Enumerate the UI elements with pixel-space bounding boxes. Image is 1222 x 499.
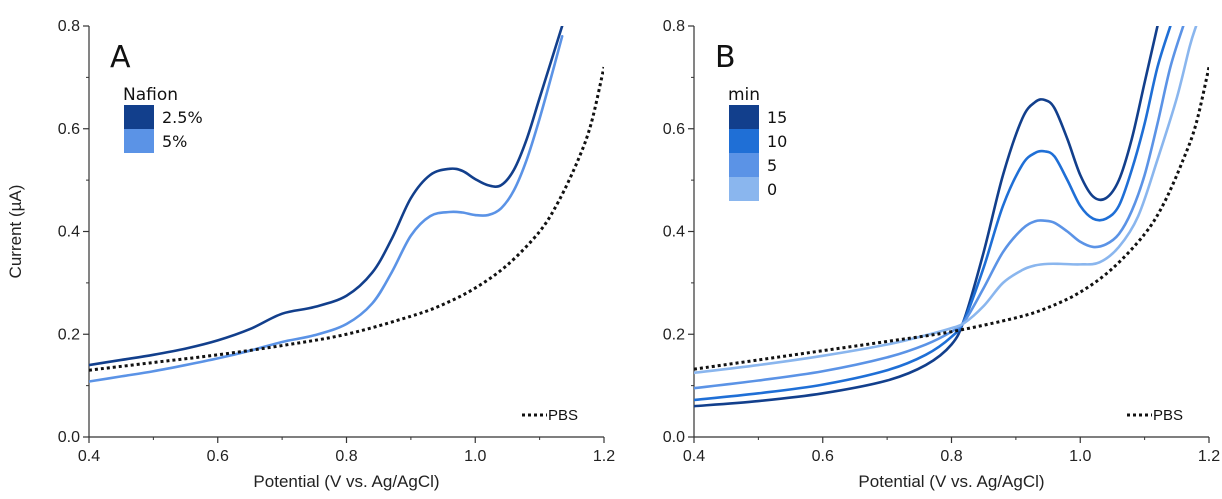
panel-b: 0.4 0.6 0.8 1.0 1.2 0.0 0.2 0.4 0.6 0.8 Potential … bbox=[663, 18, 1220, 491]
x-tick-label: 0.8 bbox=[940, 448, 962, 465]
series-line-pbs bbox=[89, 66, 604, 372]
legend-swatch bbox=[729, 177, 759, 201]
y-tick-label: 0.2 bbox=[663, 326, 685, 343]
legend-title: min bbox=[728, 85, 760, 105]
plot-area bbox=[694, 26, 1209, 408]
y-tick-label: 0.4 bbox=[663, 224, 685, 241]
legend-swatch bbox=[729, 129, 759, 153]
x-tick-label: 1.2 bbox=[593, 448, 615, 465]
legend-label: 2.5% bbox=[162, 108, 203, 127]
legend-swatch bbox=[124, 129, 154, 153]
series-line-2-5- bbox=[89, 26, 564, 367]
pbs-legend-label: PBS bbox=[548, 407, 578, 424]
legend-label: 15 bbox=[767, 108, 787, 127]
y-tick-label: 0.6 bbox=[58, 121, 80, 138]
x-tick-label: 1.0 bbox=[1069, 448, 1091, 465]
x-axis-title: Potential (V vs. Ag/AgCl) bbox=[253, 472, 439, 491]
x-tick-label: 1.0 bbox=[464, 448, 486, 465]
y-tick-label: 0.4 bbox=[58, 224, 80, 241]
legend-label: 0 bbox=[767, 180, 777, 199]
y-tick-label: 0.0 bbox=[663, 429, 685, 446]
x-tick-label: 1.2 bbox=[1198, 448, 1220, 465]
plot-area bbox=[89, 26, 604, 383]
y-tick-label: 0.6 bbox=[663, 121, 685, 138]
panel-a: 0.4 0.6 0.8 1.0 1.2 0.0 0.2 0.4 0.6 0.8 Potential … bbox=[6, 18, 615, 491]
x-axis-title: Potential (V vs. Ag/AgCl) bbox=[858, 472, 1044, 491]
x-tick-label: 0.4 bbox=[683, 448, 705, 465]
legend-swatch bbox=[729, 105, 759, 129]
y-tick-label: 0.8 bbox=[58, 18, 80, 35]
legend-label: 5 bbox=[767, 156, 777, 175]
legend-swatch bbox=[124, 105, 154, 129]
legend-label: 10 bbox=[767, 132, 787, 151]
series-line-0 bbox=[694, 26, 1198, 375]
x-tick-label: 0.6 bbox=[812, 448, 834, 465]
legend-label: 5% bbox=[162, 132, 187, 151]
panel-letter: A bbox=[110, 40, 131, 75]
series-line-5 bbox=[694, 26, 1185, 390]
legend-title: Nafion bbox=[123, 85, 178, 105]
legend-swatch bbox=[729, 153, 759, 177]
series-line-10 bbox=[694, 26, 1172, 402]
x-tick-label: 0.6 bbox=[207, 448, 229, 465]
pbs-legend-label: PBS bbox=[1153, 407, 1183, 424]
x-tick-label: 0.8 bbox=[335, 448, 357, 465]
series-line-15 bbox=[694, 26, 1159, 408]
x-tick-label: 0.4 bbox=[78, 448, 100, 465]
series-line-5- bbox=[89, 34, 564, 383]
panel-letter: B bbox=[715, 40, 736, 75]
series-line-pbs bbox=[694, 66, 1209, 371]
y-tick-label: 0.2 bbox=[58, 326, 80, 343]
y-axis-title: Current (µA) bbox=[6, 185, 25, 279]
y-tick-label: 0.8 bbox=[663, 18, 685, 35]
y-tick-label: 0.0 bbox=[58, 429, 80, 446]
